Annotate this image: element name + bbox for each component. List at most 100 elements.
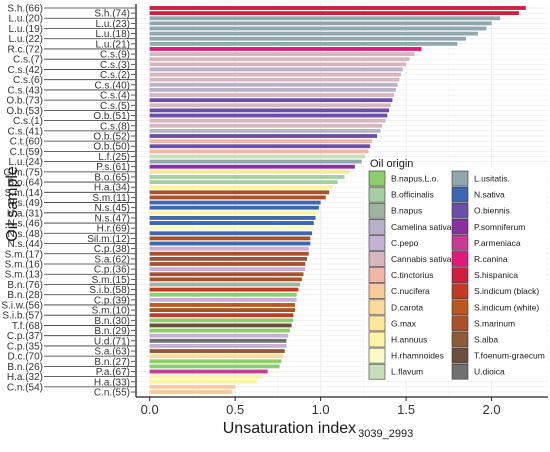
bar (149, 349, 285, 353)
y-tick-label: S.m.(13) (5, 270, 43, 281)
y-tick-label: H.a.(34) (94, 183, 130, 194)
bar (149, 226, 313, 231)
bar (149, 313, 294, 318)
y-tick-label: C.s.(41) (7, 126, 43, 137)
legend-label: H.annuus (391, 335, 427, 345)
x-axis-title-main: Unsaturation index (223, 420, 356, 437)
bar (149, 103, 391, 108)
bar (149, 231, 313, 236)
legend-item: L.usitatis. (451, 170, 510, 187)
y-tick-label: S.m.(15) (92, 275, 130, 286)
legend-swatch (451, 363, 469, 380)
x-ticks: 0.0 0.5 1.0 1.5 2.0 (141, 397, 501, 417)
bar (149, 134, 378, 138)
legend-item: N.sativa (451, 186, 505, 203)
y-tick-label: H.a.(32) (7, 372, 43, 383)
bar (149, 128, 381, 133)
y-tick-label: N.s.(46) (7, 219, 43, 230)
bar (149, 175, 345, 179)
y-tick-label: S.m.(14) (5, 188, 43, 199)
legend-swatch (368, 315, 386, 332)
y-tick-label: L.u.(18) (96, 29, 130, 40)
legend-item: B.napus (368, 202, 422, 219)
y-tick-label: N.s.(45) (94, 203, 130, 214)
y-tick-label: S.a.(62) (94, 254, 130, 265)
x-tick-label: 2.0 (483, 402, 501, 417)
y-tick-label: C.s.(5) (100, 101, 130, 112)
y-tick-label: S.a.(63) (94, 347, 130, 358)
y-tick-label: S.h.(66) (7, 4, 43, 15)
y-tick-label: O.b.(51) (93, 111, 130, 122)
bar (149, 93, 395, 97)
bar (149, 164, 355, 169)
legend-item: T.foenum-graecum (451, 347, 545, 364)
bar (149, 88, 396, 92)
y-tick-label: N.s.(47) (94, 213, 130, 224)
y-tick-label: S.h.(74) (94, 9, 130, 20)
y-tick-label: S.i.b.(58) (89, 285, 130, 296)
legend-item: S.indicum (black) (451, 283, 539, 300)
y-axis-title: Oil sample (4, 166, 21, 242)
y-tick-label: S.m.(16) (5, 260, 43, 271)
legend-swatch (451, 315, 469, 332)
y-tick-label: C.p.(36) (94, 265, 130, 276)
legend-label: L.flavum (391, 367, 423, 377)
y-tick-label: D.c.(70) (7, 352, 43, 363)
y-tick-label: C.s.(9) (100, 50, 130, 61)
legend-swatch (451, 299, 469, 316)
legend-swatch (368, 219, 386, 235)
bar (149, 16, 501, 21)
legend-swatch (451, 251, 469, 267)
bar (149, 195, 326, 200)
legend-item: H.annuus (368, 331, 427, 348)
bar (149, 57, 410, 62)
y-tick-label: C.t.(59) (10, 147, 43, 158)
bar (149, 190, 330, 195)
bar (149, 379, 258, 384)
bar (149, 205, 319, 210)
y-tick-label: B.o.(65) (94, 172, 130, 183)
bar (149, 67, 403, 72)
bar (149, 374, 263, 379)
y-tick-label: L.f.(25) (98, 152, 130, 163)
legend-label: R.canina (474, 254, 508, 264)
y-tick-label: H.r.(69) (97, 224, 130, 235)
bar (149, 149, 369, 154)
bar (149, 221, 314, 225)
bar (149, 390, 232, 394)
y-tick-label: C.s.(6) (13, 75, 43, 86)
bar (149, 6, 526, 10)
legend-swatch (368, 347, 386, 364)
bar (149, 185, 333, 190)
y-tick-label: C.p.(38) (94, 244, 130, 255)
bar (149, 139, 372, 144)
bar (149, 180, 338, 184)
bar (149, 62, 407, 67)
y-tick-label: C.s.(4) (100, 91, 130, 102)
y-tick-label: L.u.(23) (96, 19, 130, 30)
y-tick-label: B.n.(30) (94, 316, 130, 327)
legend-item: C.nucifera (368, 283, 430, 300)
bar (149, 323, 292, 328)
bar (149, 154, 366, 159)
y-tick-label: B.n.(76) (7, 280, 43, 291)
bar (149, 256, 307, 261)
legend-item: S.marinum (451, 315, 515, 332)
legend-swatch (451, 170, 469, 187)
y-tick-label: B.n.(29) (94, 326, 130, 337)
bar (149, 144, 371, 149)
bar (149, 354, 284, 359)
legend-item: S.indicum (white) (451, 299, 539, 316)
legend-swatch (451, 283, 469, 300)
legend-item: C.tinctorius (368, 267, 434, 283)
legend-swatch (451, 267, 469, 283)
legend-label: S.alba (474, 335, 498, 345)
y-tick-label: C.s.(3) (100, 60, 130, 71)
bar (149, 113, 388, 118)
bar (149, 333, 289, 338)
y-tick-label: O.b.(73) (6, 96, 43, 107)
legend-label: B.napus.L.o. (391, 174, 439, 184)
bar (149, 308, 295, 312)
legend-label: C.tinctorius (391, 270, 434, 280)
legend-label: P.somniferum (474, 222, 525, 232)
